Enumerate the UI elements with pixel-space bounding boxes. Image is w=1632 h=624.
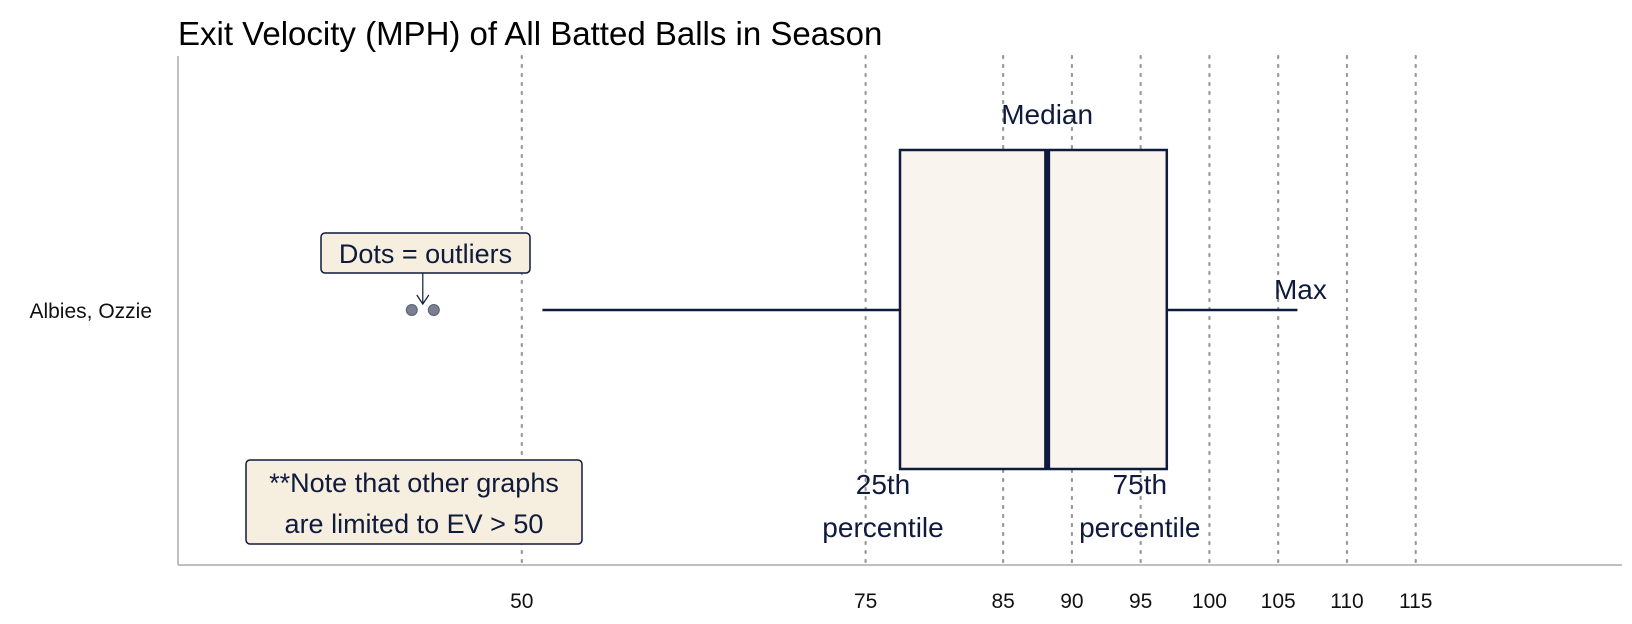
outlier-arrow-head [416,294,430,306]
box-marks [405,148,1298,471]
x-tick-label-90: 90 [1060,590,1083,613]
x-tick-labels: 50 75 85 90 95 100 105 110 115 [510,590,1432,613]
note-text-line1: **Note that other graphs [269,468,559,498]
outlier-callout-text: Dots = outliers [339,239,512,269]
x-tick-label-100: 100 [1192,590,1227,613]
max-label: Max [1274,274,1327,305]
q1-label-line2: percentile [822,512,943,543]
x-tick-label-75: 75 [854,590,877,613]
x-tick-label-50: 50 [510,590,533,613]
outlier-callout-box [320,232,531,274]
x-tick-label-85: 85 [991,590,1014,613]
annotations: Median Max 25th percentile 75th percentile Dot… [245,99,1327,545]
q3-label-line2: percentile [1079,512,1200,543]
note-text-line2: are limited to EV > 50 [285,509,544,539]
category-label-0: Albies, Ozzie [29,300,152,323]
median-label: Median [1001,99,1093,130]
x-tick-label-95: 95 [1129,590,1152,613]
outlier-point-1 [427,304,440,316]
outlier-point-0 [405,304,418,316]
category-labels: Albies, Ozzie [29,300,152,323]
chart-title: Exit Velocity (MPH) of All Batted Balls … [178,15,882,52]
q3-label-line1: 75th [1113,469,1168,500]
x-tick-label-105: 105 [1261,590,1296,613]
x-tick-label-115: 115 [1399,590,1432,613]
q1-label-line1: 25th [856,469,911,500]
iqr-box [898,148,1169,471]
note-box [245,459,583,545]
x-tick-label-110: 110 [1330,590,1363,613]
